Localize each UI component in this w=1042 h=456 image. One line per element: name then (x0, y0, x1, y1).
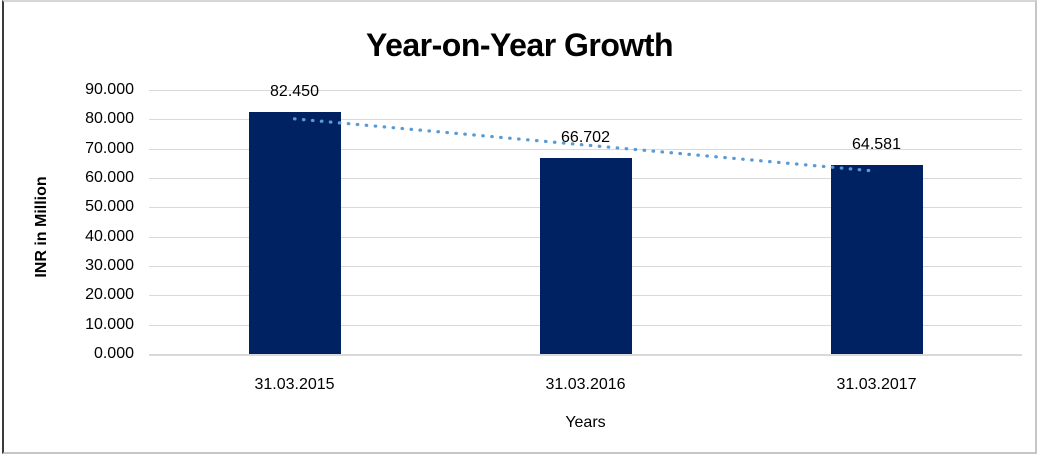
y-axis-tick-label: 70.000 (85, 140, 134, 157)
y-axis-tick-label: 20.000 (85, 286, 134, 303)
y-axis-tick-label: 40.000 (85, 228, 134, 245)
x-axis-tick-label: 31.03.2017 (836, 376, 917, 393)
y-axis-tick-label: 30.000 (85, 257, 134, 274)
y-axis-tick-label: 10.000 (85, 316, 134, 333)
x-axis-title: Years (565, 414, 606, 431)
chart-title: Year-on-Year Growth (365, 27, 674, 63)
data-label: 82.450 (270, 83, 319, 101)
y-axis-tick-label: 0.000 (93, 345, 134, 362)
bar (830, 164, 923, 354)
y-axis-tick-label: 60.000 (85, 169, 134, 186)
gridline (149, 354, 1022, 356)
x-axis-tick-label: 31.03.2016 (545, 376, 626, 393)
bar (539, 158, 632, 354)
data-label: 64.581 (852, 135, 901, 153)
y-axis-tick-label: 80.000 (85, 110, 134, 127)
data-label: 66.702 (561, 129, 610, 147)
y-axis-tick-label: 90.000 (85, 81, 134, 98)
x-axis-tick-label: 31.03.2015 (254, 376, 335, 393)
bar (248, 112, 341, 354)
gridline (149, 90, 1022, 91)
y-axis-tick-label: 50.000 (85, 198, 134, 215)
